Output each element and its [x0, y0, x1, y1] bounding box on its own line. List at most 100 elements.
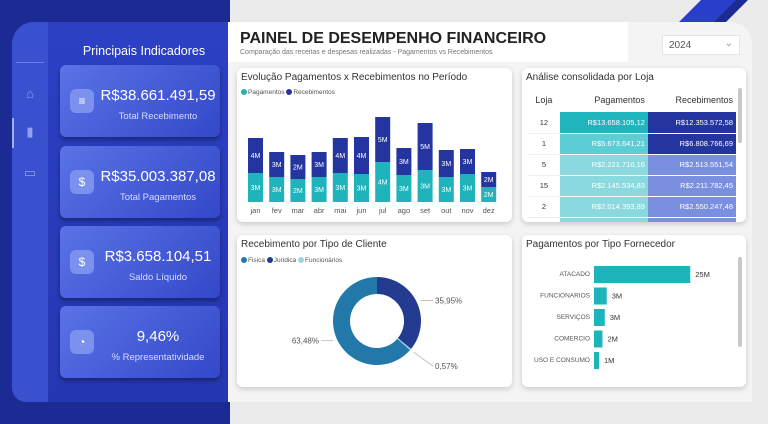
- bar-recebimentos: [460, 149, 475, 174]
- legend-recebimentos: Recebimentos: [293, 89, 335, 96]
- page-title: PAINEL DE DESEMPENHO FINANCEIRO: [240, 30, 547, 47]
- data-label: 0,57%: [435, 362, 458, 371]
- x-tick-label: mar: [291, 206, 304, 215]
- bar-pagamentos: [396, 175, 412, 202]
- x-tick-label: abr: [314, 206, 325, 215]
- column-header[interactable]: Pagamentos: [594, 95, 645, 105]
- data-label: 3M: [272, 162, 282, 169]
- data-label: 3M: [335, 185, 345, 192]
- data-label: 4M: [357, 153, 367, 160]
- bar-recebimentos: [375, 117, 391, 162]
- kpi-label: Total Recebimento: [118, 111, 198, 122]
- bar-pagamentos: [290, 179, 306, 202]
- category-label: USO E CONSUMO: [534, 357, 590, 364]
- bar-pagamentos: [375, 162, 391, 202]
- bar-recebimentos: [354, 137, 369, 174]
- table-row[interactable]: 5 R$2.221.710,16 R$2.513.551,54: [528, 154, 736, 176]
- bar-pagamentos: [417, 170, 433, 202]
- cell-pagamentos: R$2.014.393,89: [559, 196, 648, 218]
- category-label: FUNCIONARIOS: [540, 293, 591, 300]
- column-header[interactable]: Recebimentos: [675, 95, 733, 105]
- home-icon[interactable]: ⌂: [26, 86, 34, 101]
- cell-pagamentos: R$13.658.105,12: [559, 112, 648, 134]
- kpi-total-pagamentos: $ R$35.003.387,08 Total Pagamentos: [60, 146, 220, 218]
- sidebar: ⌂ ▮ ▭ Principais Indicadores ≡ R$38.661.4…: [12, 22, 228, 402]
- legend-fisica: Fisica: [248, 257, 265, 264]
- bar-recebimentos: [396, 148, 412, 175]
- coins-icon: ≡: [70, 89, 94, 113]
- wallet-icon[interactable]: ▭: [23, 165, 37, 180]
- bar: [594, 330, 603, 348]
- category-label: ATACADO: [560, 271, 590, 278]
- table-row[interactable]: 15 R$2.145.534,83 R$2.211.782,45: [528, 175, 736, 197]
- chart-title: Evolução Pagamentos x Recebimentos no Pe…: [241, 72, 468, 83]
- x-tick-label: out: [441, 206, 452, 215]
- main-panel: PAINEL DE DESEMPENHO FINANCEIRO Comparaç…: [228, 22, 752, 402]
- bar: [594, 352, 600, 369]
- payment-icon: $: [70, 170, 94, 194]
- year-dropdown[interactable]: 2024 ⌄: [662, 35, 740, 55]
- x-tick-label: mai: [334, 206, 346, 215]
- legend-dot: [241, 257, 247, 264]
- kpi-saldo-liquido: $ R$3.658.104,51 Saldo Líquido: [60, 226, 220, 298]
- chart-title: Pagamentos por Tipo Fornecedor: [526, 239, 675, 250]
- table-row[interactable]: 8R$1.811.726,85R$2.582.584,66: [528, 217, 736, 222]
- cell-recebimentos: R$2.211.782,45: [647, 175, 736, 197]
- cell-pagamentos: R$2.221.710,16: [559, 154, 648, 176]
- data-label: 3M: [399, 186, 409, 193]
- table-row[interactable]: 2 R$2.014.393,89 R$2.550.247,48: [528, 196, 736, 218]
- data-label: 35,95%: [435, 296, 462, 305]
- data-label: 2M: [484, 177, 494, 184]
- cell-recebimentos: R$2.550.247,48: [647, 196, 736, 218]
- data-label: 3M: [251, 185, 261, 192]
- scrollbar[interactable]: [738, 257, 742, 347]
- data-label: 4M: [251, 153, 261, 160]
- bar-pagamentos: [332, 173, 348, 202]
- data-label: 3M: [463, 159, 473, 166]
- table-header-row: Loja Pagamentos Recebimentos: [528, 88, 736, 112]
- x-tick-label: jan: [249, 206, 260, 215]
- kpi-representatividade: ◔ 9,46% % Representatividade: [60, 306, 220, 378]
- table-row[interactable]: 1 R$5.673.641,21 R$6.808.766,69: [528, 133, 736, 155]
- bar-pagamentos: [269, 177, 285, 202]
- pie-icon: ◔: [70, 330, 94, 354]
- kpi-label: Total Pagamentos: [119, 192, 197, 203]
- data-label: 3M: [357, 186, 367, 193]
- donut-chart: 35,95% 0,57% 63,48%: [292, 277, 462, 371]
- data-label: 3M: [612, 292, 622, 301]
- data-label: 2M: [293, 165, 303, 172]
- column-header[interactable]: Loja: [535, 95, 553, 105]
- leader-line: [413, 351, 434, 367]
- category-label: COMERCIO: [554, 336, 590, 343]
- chevron-down-icon: ⌄: [724, 38, 733, 49]
- cell-loja: 1: [528, 133, 560, 155]
- bar-pagamentos: [481, 187, 497, 202]
- data-label: 2M: [607, 335, 617, 344]
- bar-recebimentos: [438, 150, 454, 177]
- monthly-bar-chart-card: Evolução Pagamentos x Recebimentos no Pe…: [237, 68, 512, 222]
- data-label: 4M: [378, 180, 388, 187]
- legend-funcionarios: Funcionários: [305, 257, 343, 264]
- cell-loja: 5: [528, 154, 560, 176]
- cell-loja: 8: [528, 217, 560, 222]
- kpi-value: R$3.658.104,51: [104, 248, 212, 265]
- bar-pagamentos: [311, 177, 327, 202]
- kpi-value: 9,46%: [136, 328, 180, 345]
- cell-recebimentos: R$12.353.572,58: [647, 112, 736, 134]
- legend: Fisica Juridica Funcionários: [241, 257, 342, 264]
- data-label: 63,48%: [292, 337, 319, 346]
- bar-recebimentos: [269, 152, 285, 177]
- data-label: 1M: [604, 356, 614, 365]
- chart-title: Recebimento por Tipo de Cliente: [241, 239, 387, 250]
- table-row[interactable]: 12 R$13.658.105,12 R$12.353.572,58: [528, 112, 736, 134]
- cell-recebimentos: R$6.808.766,69: [647, 133, 736, 155]
- x-tick-label: fev: [272, 206, 282, 215]
- scrollbar[interactable]: [738, 88, 742, 143]
- bar-chart-icon[interactable]: ▮: [26, 124, 34, 139]
- year-value: 2024: [669, 40, 692, 51]
- legend-juridica: Juridica: [273, 257, 297, 264]
- nav-rail: ⌂ ▮ ▭: [12, 22, 48, 402]
- data-label: 3M: [610, 313, 620, 322]
- monthly-bar-chart: 3M 4M jan 3M 3M fev 2M 2M mar 3M 3M abr 3M 4M mai 3M 4M j…: [248, 117, 497, 215]
- data-label: 3M: [314, 187, 324, 194]
